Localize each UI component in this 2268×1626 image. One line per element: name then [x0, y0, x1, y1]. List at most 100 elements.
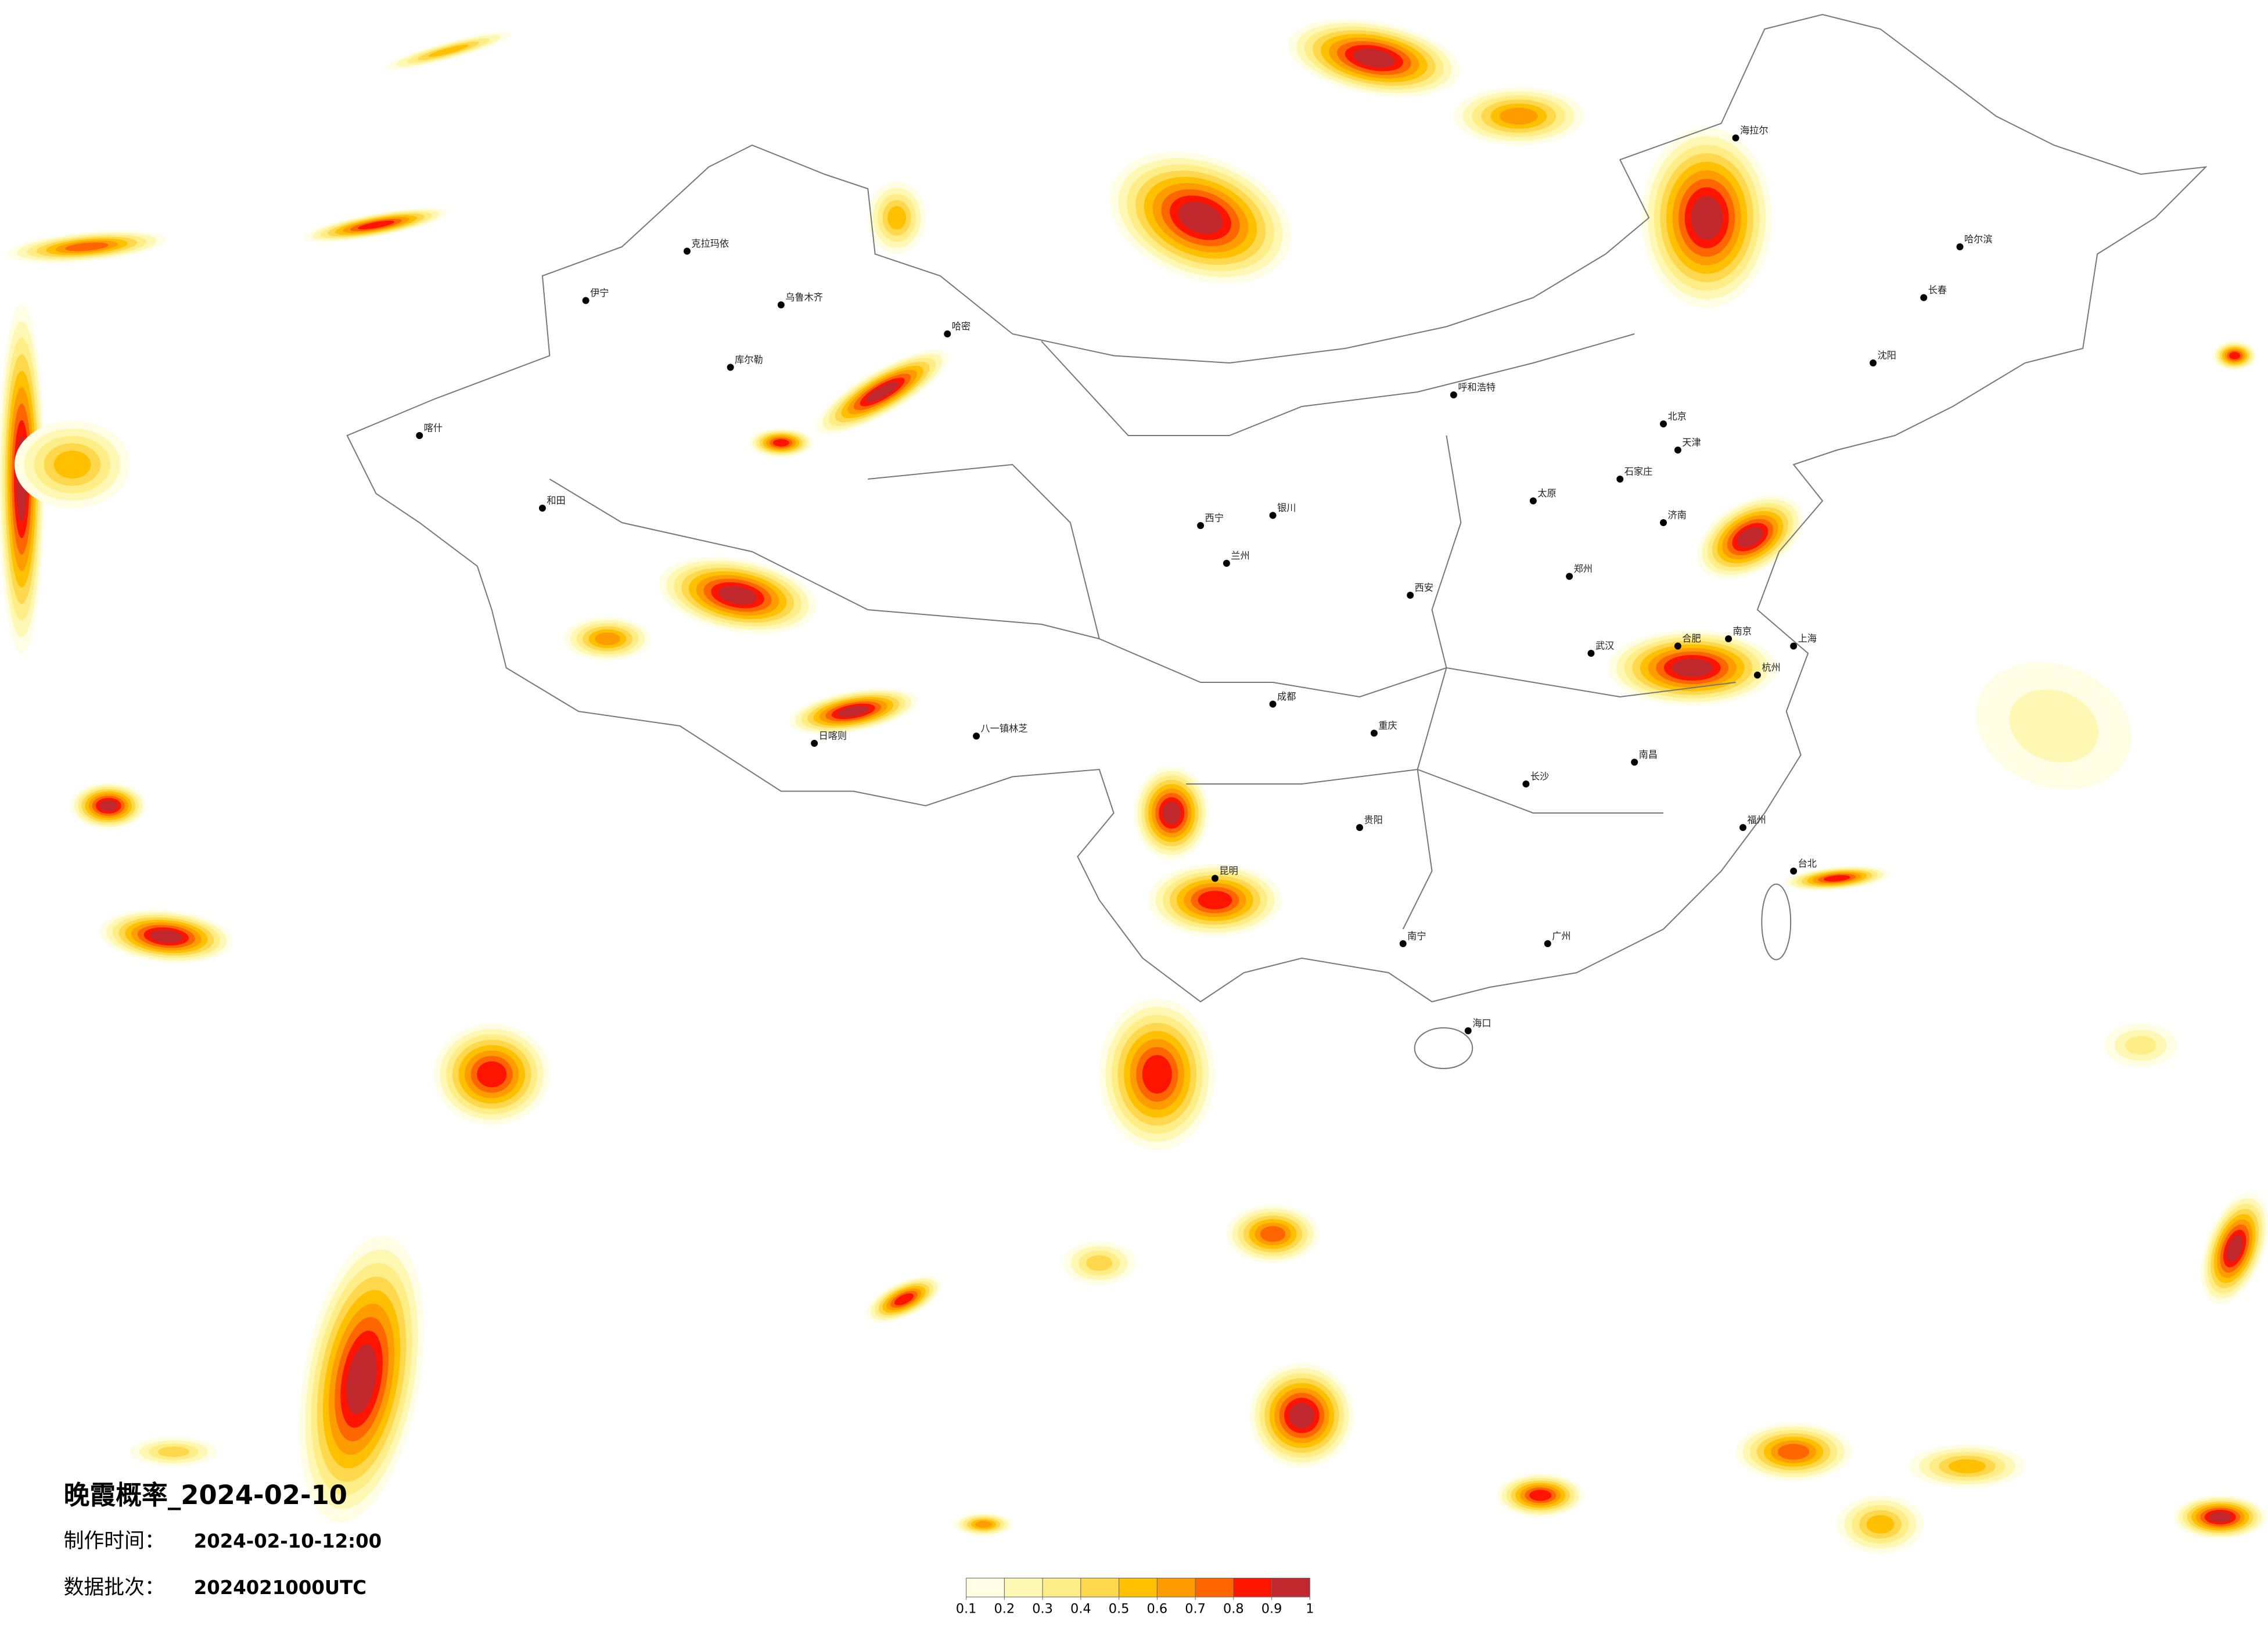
- info-value: 2024-02-10-12:00: [194, 1530, 382, 1552]
- city-dot: [1956, 243, 1964, 251]
- probability-area: [1823, 875, 1850, 882]
- city-label: 武汉: [1595, 640, 1614, 651]
- city-label: 库尔勒: [735, 354, 763, 365]
- city-label: 长春: [1928, 285, 1947, 296]
- legend-swatch: [1004, 1578, 1043, 1598]
- city-dot: [1223, 560, 1230, 567]
- probability-area: [2229, 352, 2241, 359]
- city-label: 伊宁: [590, 287, 609, 298]
- city-dot: [1790, 642, 1798, 650]
- city-label: 台北: [1798, 858, 1817, 869]
- probability-area: [1778, 1444, 1810, 1460]
- probability-area: [1162, 801, 1181, 825]
- probability-area: [2226, 1235, 2243, 1262]
- city-label: 上海: [1798, 633, 1817, 644]
- legend-swatch: [966, 1578, 1005, 1598]
- city-dot: [1269, 512, 1277, 519]
- city-dot: [1464, 1027, 1472, 1034]
- city-dot: [1399, 940, 1407, 947]
- probability-area: [1142, 1055, 1172, 1094]
- city-label: 海拉尔: [1740, 125, 1769, 136]
- province-line: [549, 463, 1101, 640]
- probability-area: [1691, 196, 1723, 240]
- probability-area: [1353, 48, 1395, 68]
- legend-tick-label: 1: [1306, 1601, 1314, 1616]
- probability-area: [99, 800, 118, 812]
- probability-area: [53, 451, 91, 479]
- probability-area: [2125, 1035, 2156, 1055]
- city-dot: [1753, 671, 1761, 679]
- city-label: 天津: [1682, 437, 1701, 448]
- city-label: 日喀则: [819, 730, 847, 741]
- city-label: 南宁: [1407, 930, 1426, 941]
- probability-area: [477, 1061, 507, 1088]
- city-dot: [1870, 359, 1877, 366]
- city-dot: [1544, 940, 1551, 947]
- legend-tick-label: 0.8: [1223, 1601, 1244, 1616]
- city-dot: [1211, 875, 1219, 882]
- probability-area: [894, 1293, 914, 1305]
- city-dot: [1920, 294, 1928, 301]
- city-label: 昆明: [1219, 865, 1238, 876]
- legend-tick-label: 0.9: [1261, 1601, 1282, 1616]
- city-dot: [1674, 642, 1681, 650]
- city-dot: [1370, 729, 1378, 737]
- hainan: [1414, 1027, 1473, 1069]
- city-dot: [1660, 420, 1667, 427]
- city-dot: [1522, 780, 1530, 787]
- legend-swatch: [1233, 1578, 1273, 1598]
- probability-area: [1737, 527, 1763, 548]
- city-label: 贵阳: [1364, 814, 1382, 825]
- city-dot: [973, 732, 980, 740]
- legend-tick-label: 0.4: [1070, 1601, 1091, 1616]
- city-dot: [1356, 824, 1363, 831]
- province-line: [1041, 333, 1635, 436]
- probability-area: [1866, 1515, 1895, 1534]
- probability-area: [595, 632, 620, 645]
- city-dot: [1587, 650, 1595, 657]
- city-dot: [1660, 519, 1667, 526]
- city-label: 广州: [1552, 930, 1570, 941]
- legend-swatch: [1042, 1578, 1081, 1598]
- city-dot: [1450, 391, 1457, 398]
- probability-area: [2209, 1512, 2232, 1523]
- info-label: 数据批次：: [64, 1576, 165, 1599]
- legend: 0.1 0.2 0.3 0.4 0.5 0.6 0.7 0.8 0.9 1: [956, 1578, 1314, 1617]
- probability-field: [0, 19, 2268, 1553]
- city-dot: [1529, 497, 1537, 505]
- probability-area: [157, 1446, 189, 1458]
- city-label: 济南: [1667, 509, 1686, 520]
- probability-area: [1198, 890, 1232, 910]
- probability-area: [428, 45, 469, 57]
- taiwan: [1761, 883, 1792, 961]
- city-label: 成都: [1277, 691, 1296, 702]
- probability-area: [2009, 689, 2099, 762]
- border: [346, 13, 2208, 1003]
- city-label: 沈阳: [1878, 350, 1896, 361]
- city-label: 海口: [1472, 1017, 1491, 1028]
- probability-area: [838, 706, 869, 717]
- probability-area: [1086, 1255, 1113, 1271]
- legend-swatch: [1080, 1578, 1120, 1598]
- city-label: 福州: [1747, 814, 1766, 825]
- probability-area: [866, 382, 898, 402]
- city-dot: [944, 330, 951, 337]
- probability-area: [1529, 1490, 1552, 1501]
- probability-area: [65, 242, 109, 251]
- probability-area: [975, 1521, 993, 1528]
- legend-tick-label: 0.3: [1032, 1601, 1053, 1616]
- probability-area: [887, 206, 907, 229]
- city-dot: [538, 505, 546, 512]
- city-label: 郑州: [1574, 563, 1593, 574]
- city-label: 喀什: [424, 422, 443, 433]
- legend-tick-label: 0.7: [1185, 1601, 1206, 1616]
- city-label: 南京: [1733, 625, 1752, 636]
- city-label: 合肥: [1682, 633, 1701, 644]
- city-dot: [582, 297, 590, 304]
- probability-area: [1949, 1459, 1986, 1473]
- city-label: 北京: [1667, 411, 1686, 422]
- city-dot: [1739, 824, 1746, 831]
- city-dot: [1725, 635, 1733, 642]
- legend-tick-label: 0.5: [1109, 1601, 1130, 1616]
